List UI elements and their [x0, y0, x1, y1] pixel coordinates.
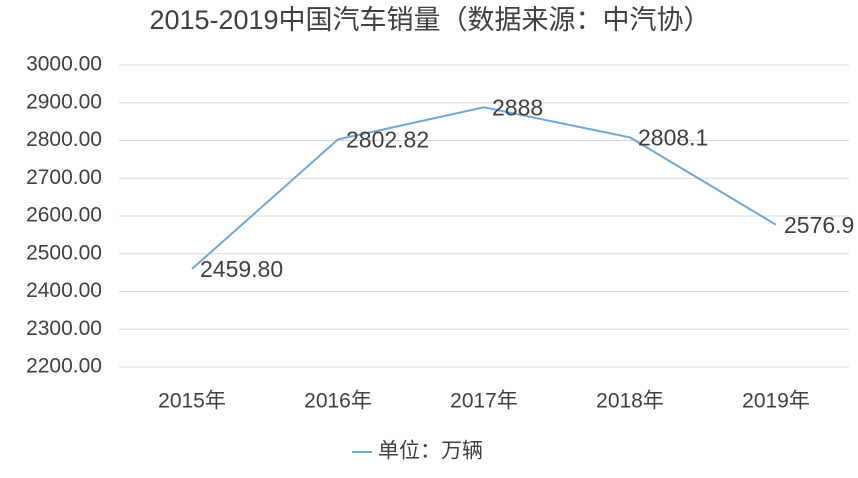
- y-tick-label: 2900.00: [26, 90, 102, 113]
- value-label: 2576.9: [784, 212, 854, 238]
- x-tick-label: 2015年: [158, 390, 226, 413]
- legend-label: 单位：万辆: [378, 440, 483, 463]
- x-tick-label: 2019年: [742, 390, 810, 413]
- y-tick-label: 2400.00: [26, 279, 102, 302]
- y-tick-label: 3000.00: [26, 53, 102, 76]
- y-tick-label: 2700.00: [26, 166, 102, 189]
- y-tick-label: 2500.00: [26, 241, 102, 264]
- y-tick-label: 2200.00: [26, 355, 102, 378]
- x-tick-label: 2018年: [596, 390, 664, 413]
- value-label: 2459.80: [200, 256, 283, 282]
- chart-title: 2015-2019中国汽车销量（数据来源：中汽协）: [149, 5, 710, 35]
- line: [191, 106, 777, 270]
- x-tick-label: 2016年: [304, 390, 372, 413]
- y-tick-label: 2600.00: [26, 204, 102, 227]
- value-label: 2888: [492, 94, 543, 120]
- y-tick-label: 2800.00: [26, 128, 102, 151]
- y-tick-label: 2300.00: [26, 317, 102, 340]
- x-tick-label: 2017年: [450, 390, 518, 413]
- value-label: 2808.1: [638, 125, 708, 151]
- value-label: 2802.82: [346, 127, 429, 153]
